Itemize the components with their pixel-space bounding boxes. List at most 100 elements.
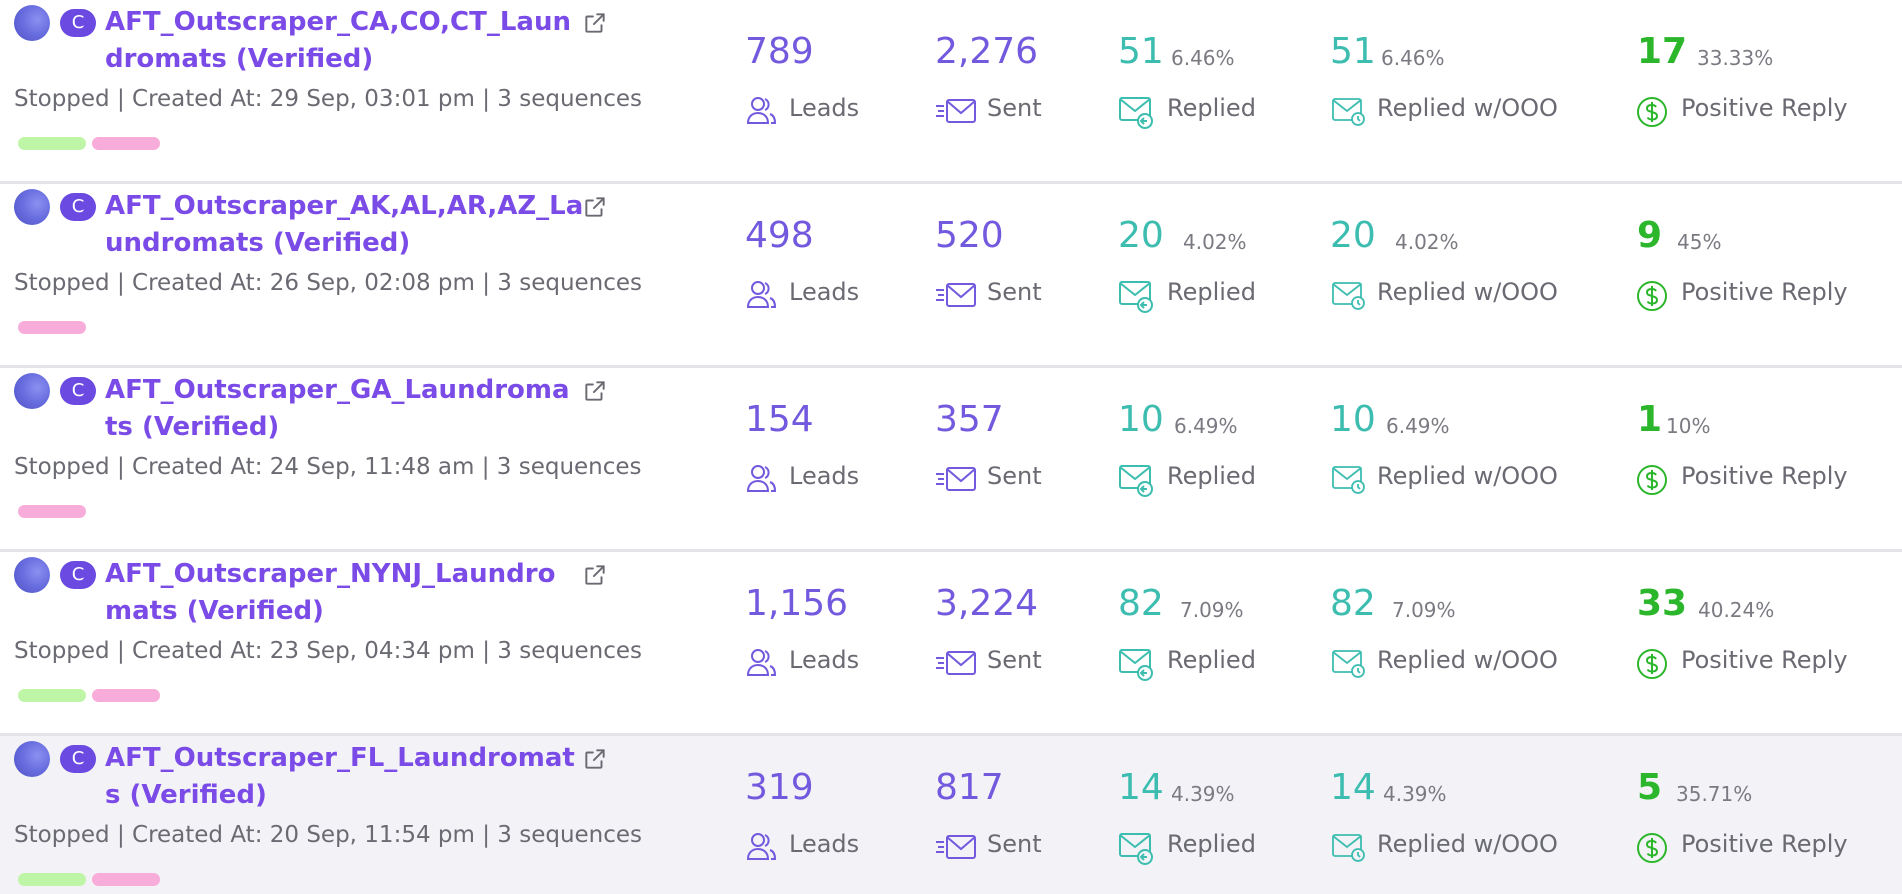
external-link-icon[interactable] [582, 194, 608, 220]
mail-replied-icon [1119, 281, 1153, 313]
mail-ooo-icon [1332, 282, 1365, 310]
replied-ooo-percent: 4.02% [1395, 230, 1459, 254]
leads-count: 1,156 [745, 583, 849, 624]
positive-percent: 10% [1666, 414, 1711, 438]
external-link-icon[interactable] [582, 378, 608, 404]
send-mail-icon [936, 467, 976, 491]
positive-count: 17 [1637, 31, 1688, 72]
replied-ooo-count: 10 [1330, 399, 1376, 440]
external-link-icon[interactable] [582, 746, 608, 772]
leads-count: 319 [745, 767, 814, 808]
avatar [14, 373, 50, 409]
replied-ooo-count: 20 [1330, 215, 1376, 256]
mail-replied-icon [1119, 465, 1153, 497]
positive-label: Positive Reply [1681, 94, 1848, 122]
replied-label: Replied [1167, 94, 1256, 122]
campaign-row[interactable]: C AFT_Outscraper_AK,AL,AR,AZ_La undromat… [0, 184, 1902, 368]
mail-ooo-icon [1332, 466, 1365, 494]
campaign-name-line2: undromats (Verified) [105, 228, 411, 258]
campaign-row[interactable]: C AFT_Outscraper_CA,CO,CT_Laun dromats (… [0, 0, 1902, 184]
leads-label: Leads [789, 94, 860, 122]
replied-count: 82 [1118, 583, 1164, 624]
replied-percent: 7.09% [1180, 598, 1244, 622]
replied-percent: 6.49% [1174, 414, 1238, 438]
tag-pink [92, 873, 160, 886]
tag-green [18, 873, 86, 886]
replied-label: Replied [1167, 646, 1256, 674]
send-mail-icon [936, 651, 976, 675]
replied-ooo-percent: 6.46% [1381, 46, 1445, 70]
replied-label: Replied [1167, 830, 1256, 858]
dollar-circle-icon [1637, 649, 1667, 679]
replied-ooo-count: 51 [1330, 31, 1376, 72]
send-mail-icon [936, 99, 976, 123]
campaign-type-badge: C [60, 745, 96, 773]
avatar [14, 741, 50, 777]
campaign-name-line1: AFT_Outscraper_GA_Laundroma [105, 375, 570, 405]
positive-count: 33 [1637, 583, 1688, 624]
replied-count: 20 [1118, 215, 1164, 256]
dollar-circle-icon [1637, 833, 1667, 863]
campaign-name-line2: s (Verified) [105, 780, 267, 810]
positive-count: 5 [1637, 767, 1663, 808]
leads-label: Leads [789, 278, 860, 306]
campaign-name-link[interactable]: AFT_Outscraper_GA_Laundroma ts (Verified… [105, 372, 575, 446]
replied-label: Replied [1167, 462, 1256, 490]
campaign-type-badge: C [60, 561, 96, 589]
replied-percent: 4.39% [1171, 782, 1235, 806]
campaign-name-link[interactable]: AFT_Outscraper_CA,CO,CT_Laun dromats (Ve… [105, 4, 575, 78]
users-icon [746, 833, 777, 860]
tag-green [18, 689, 86, 702]
users-icon [746, 465, 777, 492]
external-link-icon[interactable] [582, 10, 608, 36]
mail-replied-icon [1119, 649, 1153, 681]
sent-label: Sent [987, 646, 1042, 674]
avatar [14, 189, 50, 225]
positive-percent: 40.24% [1698, 598, 1775, 622]
campaign-meta: Stopped | Created At: 24 Sep, 11:48 am |… [14, 454, 642, 480]
campaign-type-badge: C [60, 377, 96, 405]
leads-label: Leads [789, 830, 860, 858]
replied-label: Replied [1167, 278, 1256, 306]
replied-ooo-percent: 4.39% [1383, 782, 1447, 806]
campaign-name-link[interactable]: AFT_Outscraper_FL_Laundromat s (Verified… [105, 740, 575, 814]
positive-label: Positive Reply [1681, 462, 1848, 490]
users-icon [746, 649, 777, 676]
avatar [14, 557, 50, 593]
campaign-row[interactable]: C AFT_Outscraper_FL_Laundromat s (Verifi… [0, 736, 1902, 894]
campaign-meta: Stopped | Created At: 26 Sep, 02:08 pm |… [14, 270, 643, 296]
leads-label: Leads [789, 462, 860, 490]
positive-percent: 45% [1677, 230, 1722, 254]
campaign-name-link[interactable]: AFT_Outscraper_NYNJ_Laundro mats (Verifi… [105, 556, 575, 630]
positive-label: Positive Reply [1681, 646, 1848, 674]
positive-label: Positive Reply [1681, 278, 1848, 306]
campaign-row[interactable]: C AFT_Outscraper_NYNJ_Laundro mats (Veri… [0, 552, 1902, 736]
tag-green [18, 137, 86, 150]
sent-count: 817 [935, 767, 1004, 808]
leads-count: 498 [745, 215, 814, 256]
mail-replied-icon [1119, 833, 1153, 865]
replied-percent: 4.02% [1183, 230, 1247, 254]
replied-count: 10 [1118, 399, 1164, 440]
campaign-name-line1: AFT_Outscraper_NYNJ_Laundro [105, 559, 556, 589]
avatar [14, 5, 50, 41]
mail-ooo-icon [1332, 98, 1365, 126]
replied-count: 14 [1118, 767, 1164, 808]
replied-ooo-count: 14 [1330, 767, 1376, 808]
positive-percent: 33.33% [1697, 46, 1774, 70]
campaign-meta: Stopped | Created At: 23 Sep, 04:34 pm |… [14, 638, 643, 664]
send-mail-icon [936, 283, 976, 307]
tag-pink [18, 321, 86, 334]
tag-pink [92, 137, 160, 150]
tag-pink [92, 689, 160, 702]
external-link-icon[interactable] [582, 562, 608, 588]
replied-ooo-percent: 6.49% [1386, 414, 1450, 438]
dollar-circle-icon [1637, 281, 1667, 311]
campaign-name-line2: mats (Verified) [105, 596, 324, 626]
campaign-name-line2: ts (Verified) [105, 412, 280, 442]
campaign-name-link[interactable]: AFT_Outscraper_AK,AL,AR,AZ_La undromats … [105, 188, 583, 262]
campaign-row[interactable]: C AFT_Outscraper_GA_Laundroma ts (Verifi… [0, 368, 1902, 552]
replied-ooo-label: Replied w/OOO [1377, 462, 1558, 490]
dollar-circle-icon [1637, 465, 1667, 495]
tag-pink [18, 505, 86, 518]
